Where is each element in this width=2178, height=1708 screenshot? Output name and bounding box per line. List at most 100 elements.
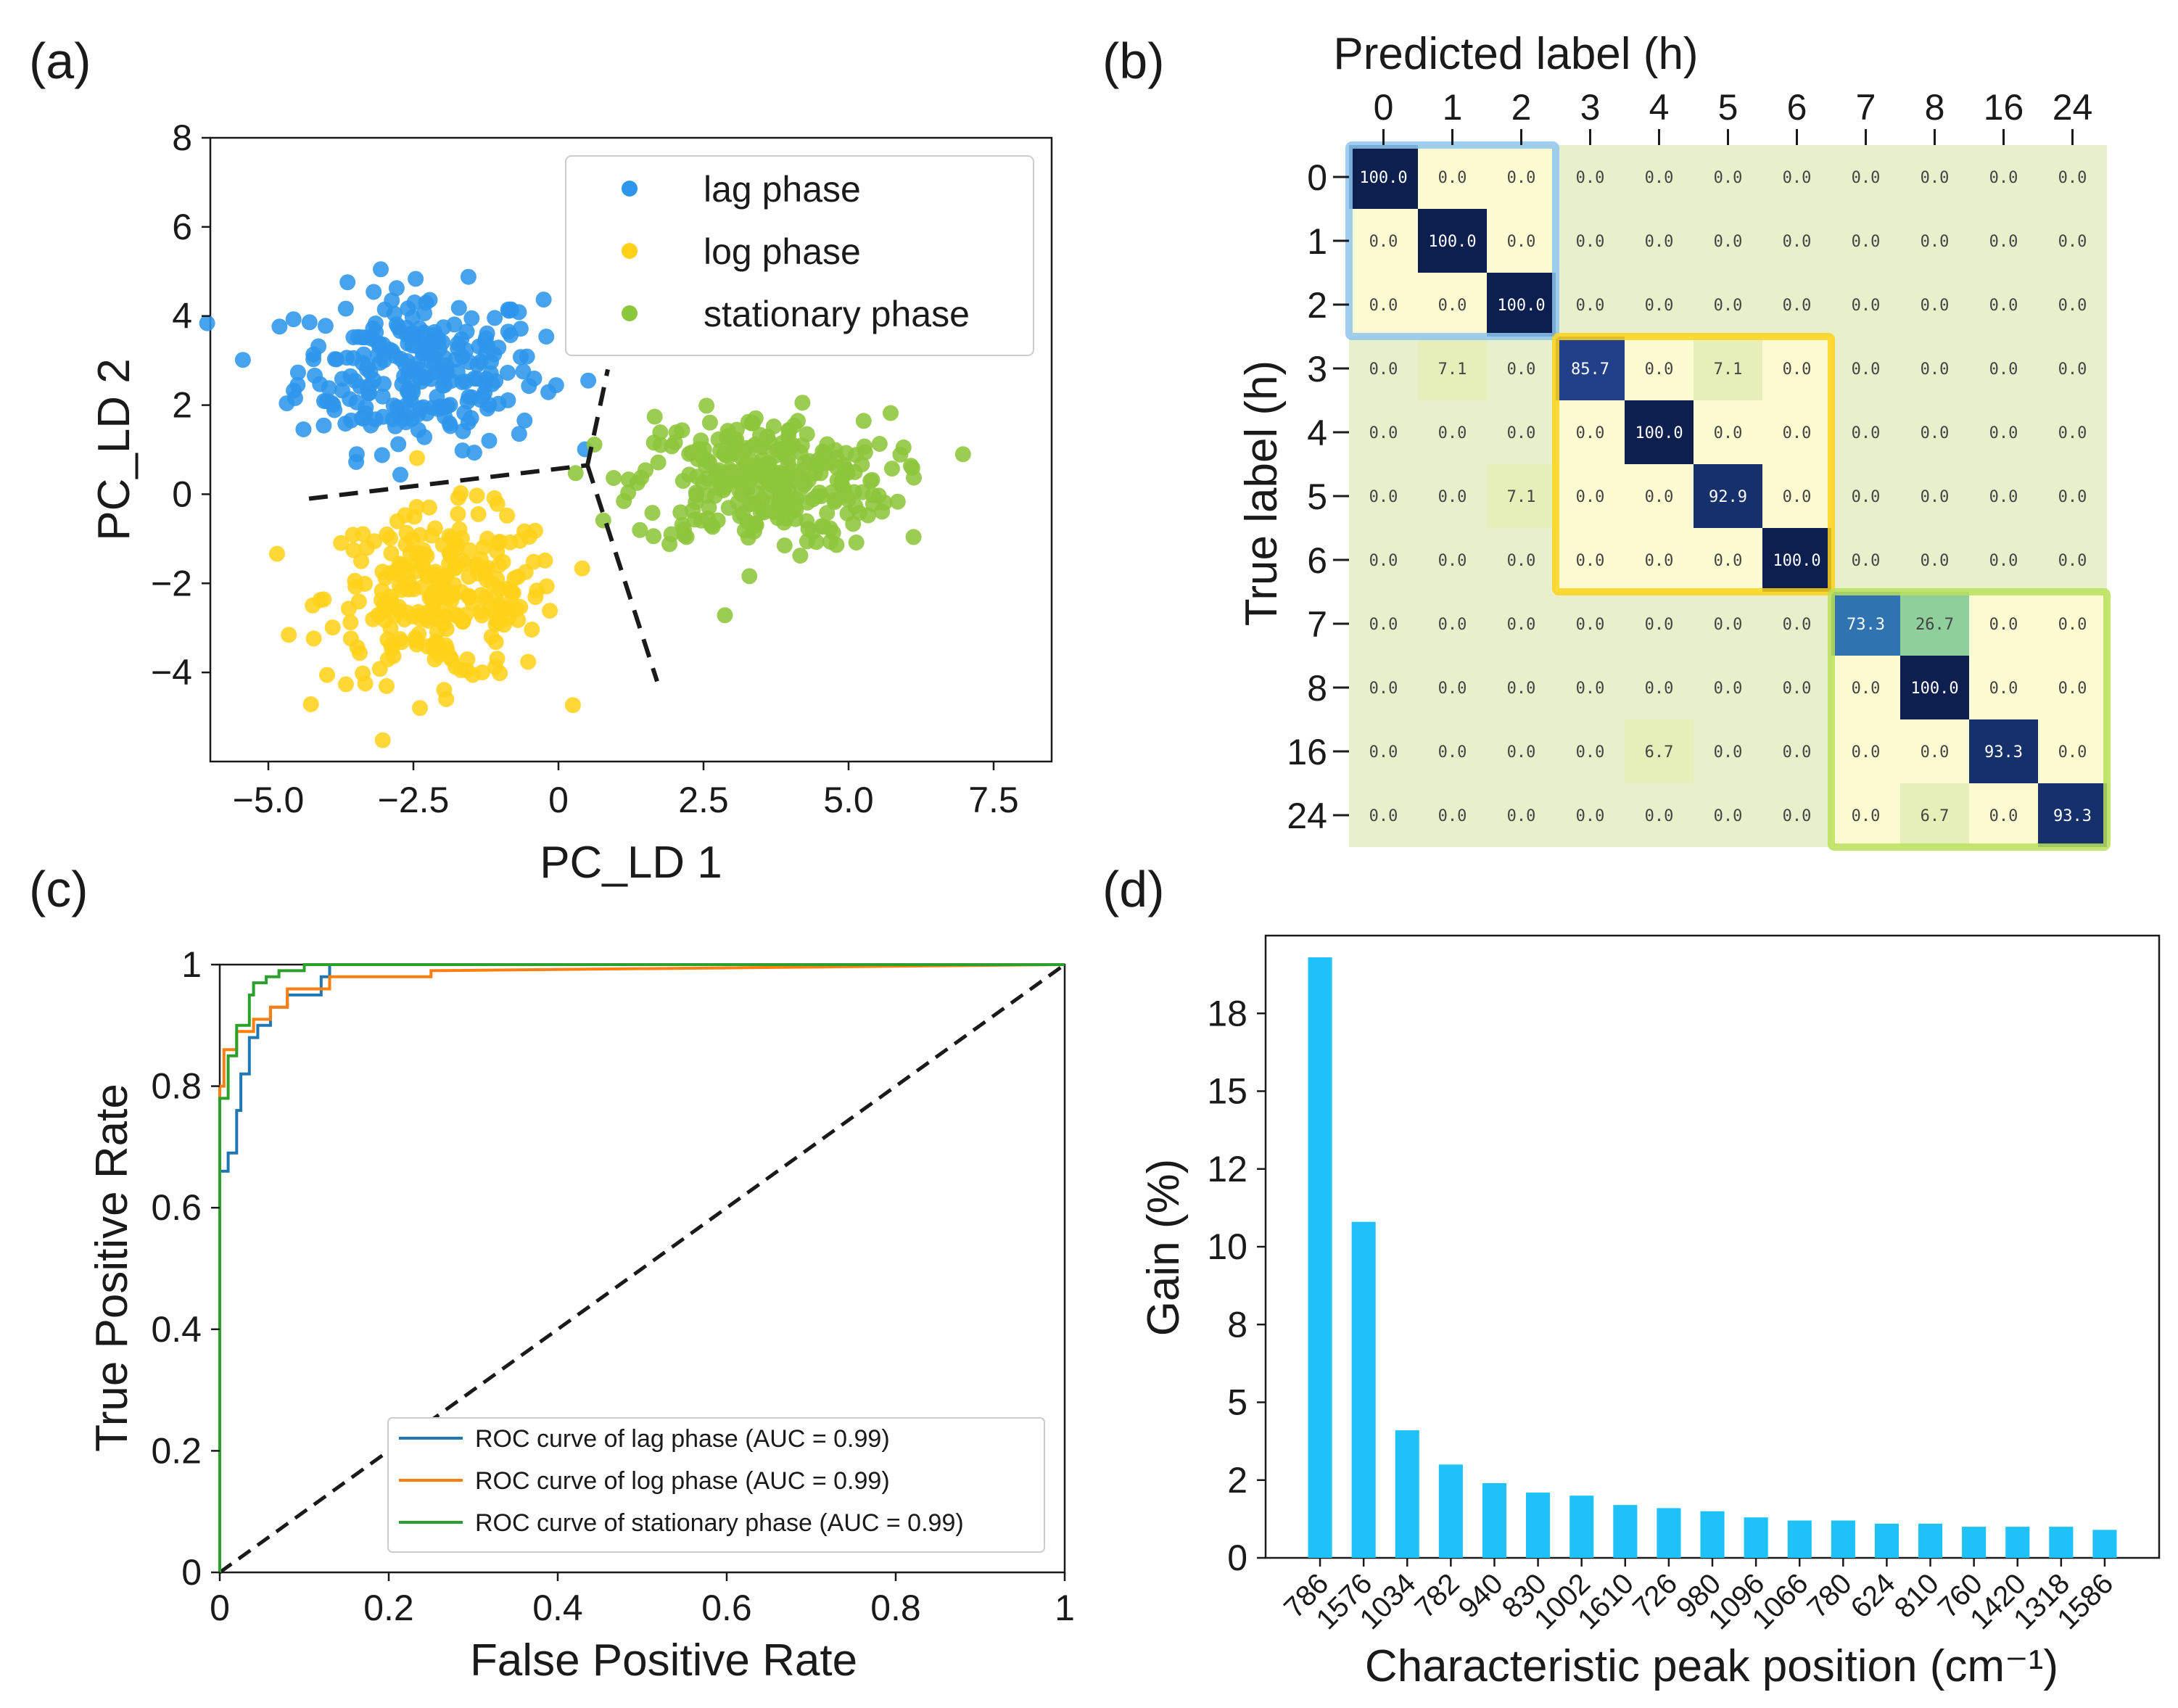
scatter-point-series-0 bbox=[512, 349, 529, 366]
col-tick-label: 1 bbox=[1443, 87, 1463, 128]
scatter-point-series-1 bbox=[469, 557, 485, 574]
x-tick-label: 0 bbox=[210, 1588, 230, 1628]
panel-a-label: (a) bbox=[29, 33, 91, 89]
matrix-cell bbox=[1487, 783, 1556, 847]
matrix-cell-value: 0.0 bbox=[1369, 616, 1398, 634]
row-tick-label: 5 bbox=[1307, 476, 1327, 517]
matrix-cell-value: 0.0 bbox=[1921, 360, 1950, 379]
matrix-cell-value: 0.0 bbox=[1576, 297, 1605, 315]
matrix-cell bbox=[2038, 464, 2107, 528]
matrix-cell-value: 0.0 bbox=[1714, 616, 1743, 634]
scatter-point-series-0 bbox=[315, 417, 332, 434]
matrix-cell bbox=[1694, 528, 1762, 592]
matrix-cell bbox=[1556, 273, 1625, 337]
legend-marker-lag bbox=[622, 181, 638, 197]
row-tick-label: 3 bbox=[1307, 349, 1327, 389]
scatter-point-series-0 bbox=[408, 271, 424, 287]
panel-c-ylabel: True Positive Rate bbox=[87, 1084, 137, 1452]
bar-726 bbox=[1657, 1508, 1681, 1558]
scatter-point-series-1 bbox=[340, 601, 357, 617]
scatter-point-series-2 bbox=[771, 464, 788, 481]
decision-boundary-1 bbox=[585, 368, 610, 466]
matrix-cell bbox=[1694, 145, 1762, 209]
scatter-point-series-2 bbox=[765, 503, 782, 520]
row-tick-label: 24 bbox=[1287, 796, 1327, 836]
matrix-cell bbox=[1831, 592, 1900, 656]
scatter-point-series-0 bbox=[373, 261, 389, 278]
scatter-point-series-2 bbox=[734, 461, 751, 476]
matrix-cell-value: 0.0 bbox=[1783, 233, 1812, 251]
bar-1576 bbox=[1351, 1221, 1376, 1558]
scatter-point-series-1 bbox=[380, 596, 397, 613]
scatter-point-series-1 bbox=[374, 732, 391, 748]
scatter-point-series-0 bbox=[438, 357, 455, 374]
scatter-point-series-1 bbox=[379, 678, 395, 694]
col-tick-label: 7 bbox=[1856, 87, 1876, 128]
row-tick-label: 1 bbox=[1307, 221, 1327, 262]
matrix-cell bbox=[1625, 337, 1694, 400]
scatter-point-series-2 bbox=[698, 470, 715, 487]
matrix-cell bbox=[1694, 337, 1762, 400]
scatter-point-series-1 bbox=[470, 506, 487, 522]
panel-b-confusion-matrix: 1 0 0.0 0.0 0.0 0.0 0.0 0.0 0.0 0.0 0.0 0.0 0.0 0.0 1 0… bbox=[1237, 29, 2111, 851]
matrix-cell bbox=[1762, 273, 1831, 337]
panel-b-title: Predicted label (h) bbox=[1333, 29, 1698, 79]
scatter-point-series-0 bbox=[515, 363, 532, 380]
matrix-cell-value: 0.0 bbox=[1852, 743, 1881, 762]
matrix-cell bbox=[1694, 209, 1762, 273]
col-tick-label: 3 bbox=[1580, 87, 1601, 128]
scatter-point-series-0 bbox=[400, 300, 416, 317]
matrix-cell bbox=[1900, 273, 1969, 337]
scatter-point-series-2 bbox=[813, 453, 830, 470]
matrix-cell-value: 0.0 bbox=[1507, 807, 1536, 825]
matrix-cell bbox=[1831, 719, 1900, 783]
scatter-point-series-1 bbox=[426, 520, 443, 537]
scatter-point-series-2 bbox=[751, 458, 767, 474]
decision-boundary-2 bbox=[585, 464, 659, 682]
roc-chance-line bbox=[218, 962, 1066, 1575]
matrix-cell-value: 0.0 bbox=[1369, 552, 1398, 570]
scatter-point-series-2 bbox=[616, 492, 632, 509]
matrix-cell-value: 0.0 bbox=[1507, 233, 1536, 251]
y-tick-label: 4 bbox=[172, 296, 192, 337]
matrix-cell bbox=[1900, 783, 1969, 847]
scatter-point-series-0 bbox=[411, 360, 427, 377]
matrix-cell bbox=[1556, 145, 1625, 209]
matrix-cell bbox=[1694, 400, 1762, 464]
decision-boundary-0 bbox=[308, 463, 588, 501]
matrix-cell-value: 0.0 bbox=[2058, 743, 2087, 762]
scatter-point-series-1 bbox=[517, 564, 534, 580]
scatter-point-series-0 bbox=[343, 412, 360, 429]
scatter-point-series-1 bbox=[338, 676, 354, 693]
matrix-cell-value: 0.0 bbox=[1852, 807, 1881, 825]
scatter-point-series-0 bbox=[367, 315, 384, 331]
scatter-point-series-2 bbox=[675, 473, 691, 490]
scatter-point-series-0 bbox=[289, 364, 306, 381]
legend-label-log: log phase bbox=[704, 231, 861, 272]
row-tick-label: 0 bbox=[1307, 157, 1327, 198]
scatter-point-series-1 bbox=[355, 526, 371, 542]
scatter-point-series-2 bbox=[895, 439, 912, 455]
matrix-cell bbox=[1900, 337, 1969, 400]
matrix-cell-value: 0.0 bbox=[1576, 616, 1605, 634]
bar-1034 bbox=[1395, 1430, 1419, 1558]
col-tick-label: 5 bbox=[1718, 87, 1738, 128]
scatter-point-series-0 bbox=[392, 466, 408, 483]
matrix-cell bbox=[1349, 209, 1418, 273]
matrix-cell-value: 0.0 bbox=[1852, 552, 1881, 570]
matrix-cell bbox=[1900, 719, 1969, 783]
matrix-cell bbox=[2038, 400, 2107, 464]
matrix-cell-value: 0.0 bbox=[1438, 807, 1467, 825]
scatter-point-series-0 bbox=[421, 292, 438, 308]
scatter-point-series-2 bbox=[646, 408, 663, 425]
scatter-point-series-2 bbox=[768, 447, 785, 463]
matrix-cell-value: 0.0 bbox=[1645, 552, 1674, 570]
scatter-point-series-1 bbox=[342, 630, 359, 647]
matrix-cell bbox=[1762, 145, 1831, 209]
scatter-point-series-0 bbox=[486, 346, 503, 363]
scatter-point-series-2 bbox=[845, 516, 862, 532]
scatter-point-series-0 bbox=[307, 367, 323, 384]
panel-a-scatter: −5.0 −2.5 0 2.5 5.0 7.5 8 6 4 2 0 −2 −4 lag phase lo… bbox=[89, 117, 1053, 888]
legend-label-lag: lag phase bbox=[704, 169, 861, 210]
scatter-point-series-0 bbox=[461, 354, 477, 371]
